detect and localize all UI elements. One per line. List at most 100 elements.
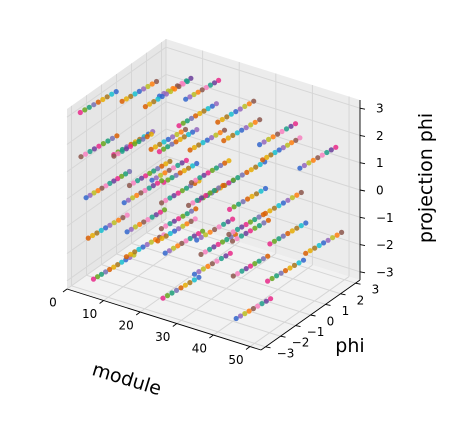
data-point (207, 229, 213, 235)
data-point (260, 157, 266, 163)
data-point (175, 162, 181, 168)
data-point (218, 162, 224, 169)
data-point (175, 190, 181, 196)
data-point (87, 192, 93, 198)
data-point (158, 172, 164, 178)
data-point (297, 165, 303, 171)
data-point (237, 106, 243, 112)
y-tick-mark (280, 335, 286, 338)
data-point (288, 123, 294, 129)
data-point (147, 101, 153, 107)
data-point (218, 255, 224, 262)
data-point (107, 266, 113, 273)
data-point (149, 81, 155, 87)
y-tick-mark (265, 346, 271, 349)
data-point (227, 206, 233, 212)
data-point (126, 182, 133, 189)
z-tick-label: −3 (376, 265, 394, 279)
data-point (247, 263, 254, 269)
data-point (257, 142, 263, 148)
data-point (246, 308, 252, 314)
grid-line (146, 232, 341, 295)
data-point (198, 195, 205, 201)
data-point (139, 175, 145, 181)
data-point (94, 274, 101, 280)
data-point (176, 123, 182, 129)
x-tick-mark (245, 346, 251, 350)
chart-axes (62, 100, 366, 351)
z-tick-label: 0 (376, 184, 384, 198)
data-point (160, 295, 166, 301)
data-point (252, 216, 258, 223)
data-point (185, 165, 192, 171)
data-point (262, 185, 269, 192)
data-point (310, 157, 316, 163)
data-point (200, 140, 206, 146)
x-axis-line (66, 288, 262, 351)
data-point (100, 141, 106, 147)
data-point (130, 195, 136, 201)
z-tick-mark (359, 244, 366, 246)
data-point (207, 246, 213, 252)
data-point (95, 99, 101, 105)
grid-line (116, 253, 311, 316)
data-point (294, 192, 300, 198)
data-point (147, 170, 153, 176)
grid-line (66, 128, 167, 200)
data-point (205, 263, 211, 269)
data-point (276, 147, 282, 153)
z-tick-mark (359, 162, 366, 165)
data-point (197, 175, 203, 181)
data-point (298, 189, 304, 196)
data-point (243, 266, 249, 272)
grid-line (101, 264, 296, 327)
grid-line (165, 155, 361, 218)
data-point (138, 190, 144, 196)
data-point (211, 244, 217, 250)
data-point (268, 152, 274, 158)
data-point (325, 237, 331, 243)
data-point (136, 138, 142, 145)
data-point (253, 164, 259, 170)
data-point (259, 301, 265, 307)
data-point (153, 78, 160, 85)
data-point (130, 180, 137, 186)
data-point (221, 127, 228, 133)
data-point (191, 233, 197, 239)
data-point (163, 233, 169, 239)
data-point (224, 236, 230, 243)
data-point (134, 192, 140, 198)
data-point (125, 197, 131, 203)
data-point (185, 131, 192, 138)
data-point (87, 148, 93, 155)
data-point (181, 134, 187, 140)
data-point (86, 104, 92, 110)
y-tick-label: 0 (327, 315, 335, 329)
data-point (201, 108, 207, 114)
data-point (239, 172, 245, 178)
data-point (183, 157, 189, 163)
data-point (128, 93, 134, 99)
data-point (153, 175, 159, 181)
data-point (82, 151, 89, 157)
data-point (294, 225, 300, 231)
data-point (321, 240, 327, 246)
x-tick-label: 20 (119, 319, 134, 333)
data-point (247, 219, 253, 225)
x-tick-mark (99, 300, 104, 304)
data-point (137, 221, 143, 227)
data-point (174, 131, 180, 138)
data-point (271, 238, 277, 244)
data-point (95, 188, 101, 194)
data-point (156, 149, 162, 155)
z-tick-label: 2 (376, 129, 384, 143)
data-point (235, 175, 241, 181)
data-point (123, 146, 129, 152)
data-point (260, 212, 266, 218)
data-point (182, 126, 189, 133)
grid-line (161, 221, 356, 284)
data-point (155, 96, 161, 102)
data-point (183, 96, 189, 102)
data-point (282, 268, 289, 274)
